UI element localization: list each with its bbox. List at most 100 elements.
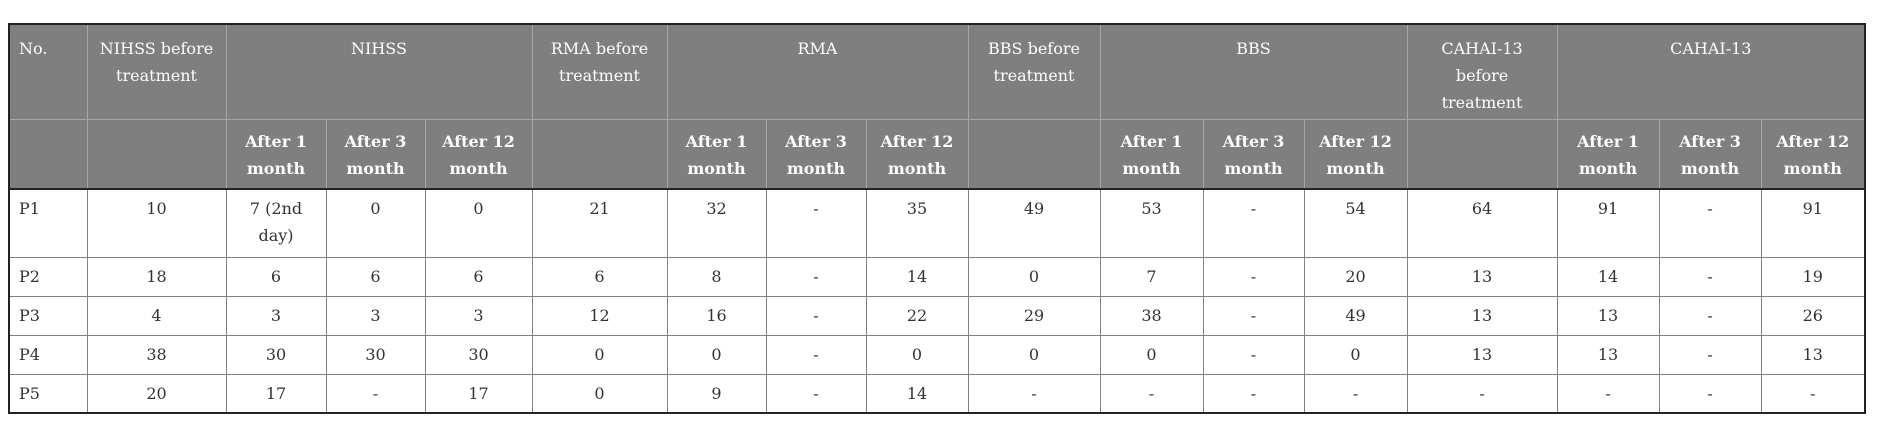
row-label-cell: P2	[8, 256, 88, 297]
table-row-p2: P2 18 6 6 6 6 8-14 0 7-20 13 14-19	[8, 256, 1866, 297]
data-cell: 6	[225, 256, 327, 297]
data-cell: 3	[424, 295, 533, 336]
subheader-cell-cahai-13-after-12-month: After 12 month	[1760, 118, 1866, 190]
data-cell: -	[325, 373, 426, 414]
data-cell: 35	[865, 188, 969, 258]
table-row-p5: P5 20 17-17 0 9-14- - - - - - - -	[8, 373, 1866, 414]
subheader-cell-rma-after-3-month: After 3 month	[765, 118, 867, 190]
data-cell: 19	[1760, 256, 1866, 297]
data-cell: 29	[967, 295, 1101, 336]
header-cell-bbs-before-treatment: BBS before treatment	[967, 23, 1101, 120]
data-cell: -	[967, 373, 1101, 414]
data-cell: -	[765, 256, 867, 297]
data-cell: 17	[225, 373, 327, 414]
data-cell: 38	[1099, 295, 1204, 336]
data-cell: 49	[967, 188, 1101, 258]
subheader-cell-nihss-after-3-month: After 3 month	[325, 118, 426, 190]
subheader-cell-bbs-after-1-month: After 1 month	[1099, 118, 1204, 190]
subheader-cell-cahai-13-after-1-month: After 1 month	[1556, 118, 1660, 190]
header-cell-cahai-13-before-treatment: CAHAI-13 before treatment	[1406, 23, 1558, 120]
data-cell: 0	[325, 188, 426, 258]
data-cell: -	[765, 295, 867, 336]
data-cell: 49	[1303, 295, 1408, 336]
header-cell-rma: RMA	[666, 23, 969, 120]
data-cell: 13	[1406, 334, 1558, 375]
header-cell-nihss-before-treatment: NIHSS before treatment	[86, 23, 227, 120]
data-cell: -	[765, 188, 867, 258]
data-cell: 0	[967, 334, 1101, 375]
data-cell: 16	[666, 295, 767, 336]
data-cell: -	[1658, 188, 1762, 258]
header-row-subcolumns: After 1 month After 3 month After 12 month…	[8, 118, 1866, 190]
data-cell: -	[1658, 334, 1762, 375]
data-cell: -	[1202, 256, 1305, 297]
subheader-cell-nihss-after-12-month: After 12 month	[424, 118, 533, 190]
data-cell: 53	[1099, 188, 1204, 258]
subheader-cell-rma-after-12-month: After 12 month	[865, 118, 969, 190]
data-cell: 6	[424, 256, 533, 297]
data-cell: 9	[666, 373, 767, 414]
data-cell: 17	[424, 373, 533, 414]
subheader-cell-rma-after-1-month: After 1 month	[666, 118, 767, 190]
data-cell: 20	[86, 373, 227, 414]
data-cell: 32	[666, 188, 767, 258]
data-cell: 64	[1406, 188, 1558, 258]
data-cell: -	[765, 334, 867, 375]
data-cell: 22	[865, 295, 969, 336]
data-cell: 7 (2nd day)	[225, 188, 327, 258]
data-cell: 13	[1406, 256, 1558, 297]
data-cell: 0	[1099, 334, 1204, 375]
subheader-cell-empty	[8, 118, 88, 190]
data-cell: 0	[666, 334, 767, 375]
header-cell-bbs: BBS	[1099, 23, 1408, 120]
data-cell: -	[1099, 373, 1204, 414]
table-row-p1: P1 10 7 (2nd day) 0 0 21 32-35 49 53-54 64 91-91	[8, 188, 1866, 258]
row-label-cell: P5	[8, 373, 88, 414]
data-cell: 14	[865, 256, 969, 297]
data-cell: 0	[1303, 334, 1408, 375]
data-cell: -	[1406, 373, 1558, 414]
data-cell: 10	[86, 188, 227, 258]
data-cell: 4	[86, 295, 227, 336]
data-cell: 13	[1556, 295, 1660, 336]
subheader-cell-empty	[531, 118, 668, 190]
data-cell: 14	[865, 373, 969, 414]
header-cell-cahai-13: CAHAI-13	[1556, 23, 1866, 120]
data-cell: 91	[1760, 188, 1866, 258]
data-cell: 14	[1556, 256, 1660, 297]
data-cell: -	[1658, 373, 1762, 414]
data-cell: 6	[531, 256, 668, 297]
data-cell: 21	[531, 188, 668, 258]
data-cell: -	[1202, 188, 1305, 258]
data-cell: 13	[1760, 334, 1866, 375]
data-cell: -	[1303, 373, 1408, 414]
subheader-cell-empty	[967, 118, 1101, 190]
data-cell: 30	[225, 334, 327, 375]
row-label-cell: P4	[8, 334, 88, 375]
data-cell: 3	[325, 295, 426, 336]
data-cell: 30	[325, 334, 426, 375]
data-cell: 7	[1099, 256, 1204, 297]
subheader-cell-bbs-after-3-month: After 3 month	[1202, 118, 1305, 190]
data-cell: 6	[325, 256, 426, 297]
subheader-cell-bbs-after-12-month: After 12 month	[1303, 118, 1408, 190]
data-cell: -	[1202, 295, 1305, 336]
row-label-cell: P1	[8, 188, 88, 258]
data-cell: -	[1760, 373, 1866, 414]
data-cell: 8	[666, 256, 767, 297]
data-cell: 38	[86, 334, 227, 375]
data-cell: 54	[1303, 188, 1408, 258]
data-cell: 30	[424, 334, 533, 375]
table-row-p3: P3 4 3 3 3 12 16-22 29 38-49 13 13-26	[8, 295, 1866, 336]
table-header: No. NIHSS before treatment NIHSS RMA before…	[8, 23, 1866, 190]
data-cell: 0	[531, 334, 668, 375]
data-cell: -	[1658, 295, 1762, 336]
data-cell: 0	[531, 373, 668, 414]
data-cell: 18	[86, 256, 227, 297]
table-body: P1 10 7 (2nd day) 0 0 21 32-35 49 53-54 64 91-91 P2…	[8, 188, 1866, 414]
data-cell: 0	[865, 334, 969, 375]
data-cell: -	[1556, 373, 1660, 414]
outcome-scores-table: No. NIHSS before treatment NIHSS RMA before…	[8, 23, 1867, 414]
data-cell: -	[765, 373, 867, 414]
